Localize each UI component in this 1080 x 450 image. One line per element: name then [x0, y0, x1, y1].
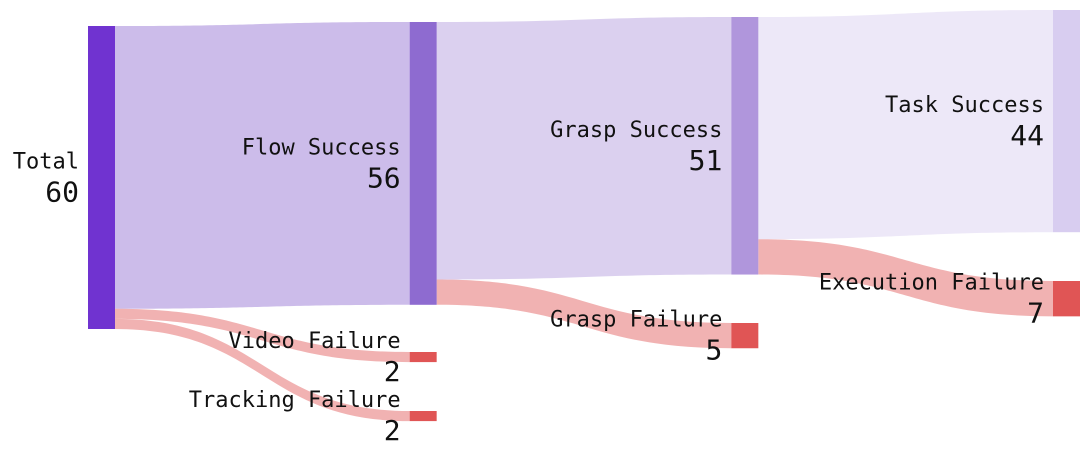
node	[1053, 10, 1080, 233]
node	[409, 352, 437, 363]
link	[115, 22, 410, 309]
node-label: Video Failure	[228, 329, 400, 354]
node-value: 2	[384, 414, 401, 447]
node-label: Flow Success	[242, 135, 401, 160]
link	[758, 10, 1053, 240]
node-value: 56	[367, 161, 401, 194]
node-label: Tracking Failure	[189, 388, 401, 413]
node-label: Grasp Failure	[550, 308, 722, 333]
link	[115, 318, 410, 422]
link	[436, 279, 732, 349]
link	[115, 308, 410, 363]
node	[409, 22, 437, 305]
node-value: 5	[705, 334, 722, 367]
node-label: Grasp Success	[550, 118, 722, 143]
node	[731, 17, 759, 275]
link	[758, 239, 1053, 317]
node	[409, 411, 437, 422]
node-label: Execution Failure	[819, 271, 1044, 296]
node-value: 51	[689, 144, 723, 177]
link	[436, 17, 732, 280]
node	[88, 26, 115, 329]
node-value: 60	[45, 176, 79, 209]
node-label: Task Success	[885, 93, 1044, 118]
node-value: 7	[1027, 297, 1044, 330]
node-value: 44	[1010, 119, 1044, 152]
node	[1053, 281, 1080, 317]
node-value: 2	[384, 355, 401, 388]
node	[731, 323, 759, 349]
node-label: Total	[13, 150, 79, 175]
